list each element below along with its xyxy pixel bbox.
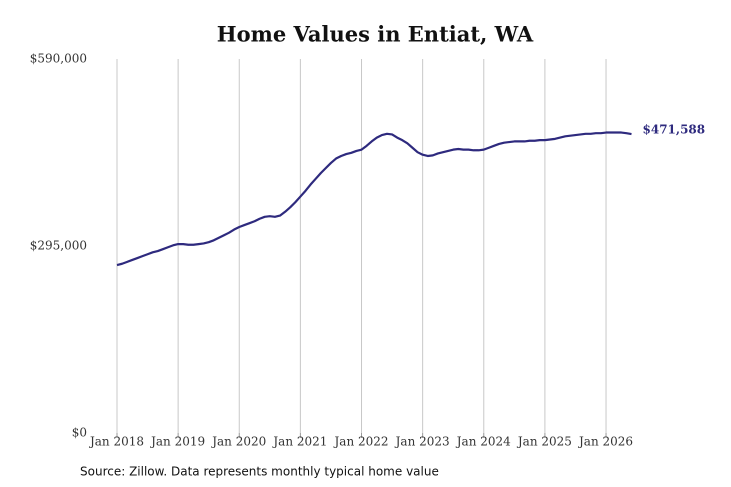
x-tick-label: Jan 2018 — [88, 435, 144, 449]
x-tick-label: Jan 2025 — [516, 435, 572, 449]
chart-title: Home Values in Entiat, WA — [217, 22, 534, 47]
end-value-label: $471,588 — [643, 123, 706, 137]
x-tick-label: Jan 2020 — [210, 435, 266, 449]
y-tick-label: $590,000 — [30, 52, 87, 66]
y-tick-label: $295,000 — [30, 239, 87, 253]
y-tick-label: $0 — [72, 426, 87, 440]
x-tick-label: Jan 2019 — [149, 435, 205, 449]
x-tick-label: Jan 2024 — [455, 435, 511, 449]
x-tick-label: Jan 2021 — [271, 435, 327, 449]
x-tick-label: Jan 2022 — [332, 435, 388, 449]
source-note: Source: Zillow. Data represents monthly … — [80, 465, 439, 479]
x-tick-label: Jan 2023 — [394, 435, 450, 449]
line-series — [116, 131, 632, 267]
x-tick-label: Jan 2026 — [577, 435, 633, 449]
